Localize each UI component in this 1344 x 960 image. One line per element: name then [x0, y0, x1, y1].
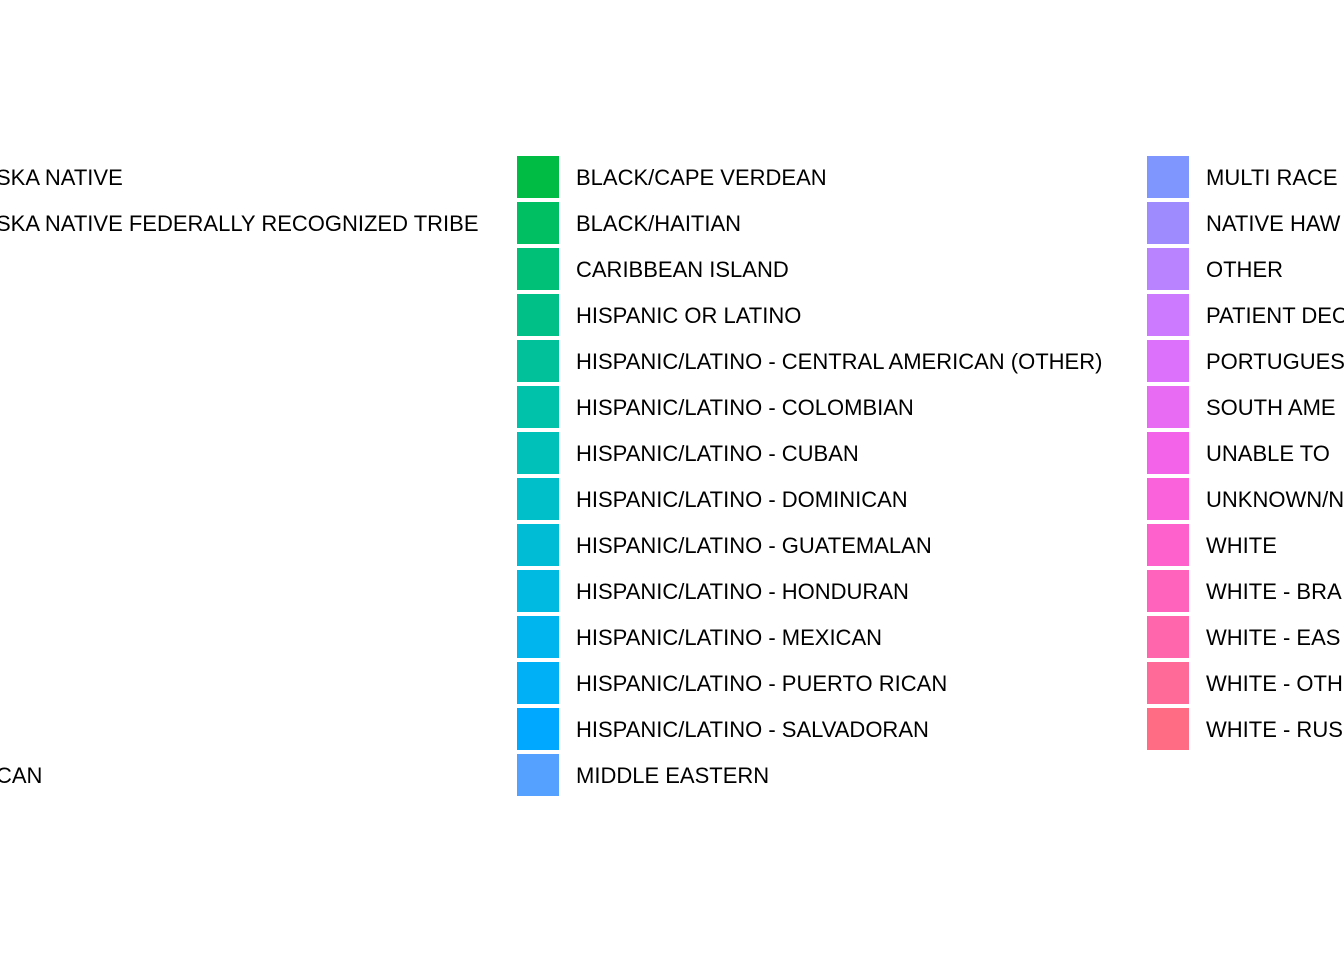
- legend-item: OTHER: [1147, 247, 1344, 293]
- legend-item: WHITE - RUS: [1147, 707, 1344, 753]
- legend-item: HISPANIC OR LATINO: [517, 293, 1344, 339]
- legend-label: UNKNOWN/N: [1206, 487, 1344, 512]
- legend-item: HISPANIC/LATINO - HONDURAN: [517, 569, 1344, 615]
- legend-label: UNABLE TO: [1206, 441, 1330, 466]
- legend-label: WHITE - OTH: [1206, 671, 1343, 696]
- legend-swatch: [517, 478, 559, 520]
- legend-item: PATIENT DEC: [1147, 293, 1344, 339]
- legend-label: OTHER: [1206, 257, 1283, 282]
- legend-item: CARIBBEAN ISLAND: [517, 247, 1344, 293]
- legend-item: MIDDLE EASTERN: [517, 753, 1344, 799]
- legend-swatch: [1147, 432, 1189, 474]
- legend-label: BLACK/CAPE VERDEAN: [576, 165, 827, 190]
- legend-label: HISPANIC/LATINO - DOMINICAN: [576, 487, 908, 512]
- legend-label: HISPANIC/LATINO - COLOMBIAN: [576, 395, 914, 420]
- legend-swatch: [1147, 386, 1189, 428]
- legend-swatch: [517, 340, 559, 382]
- legend-label: MULTI RACE: [1206, 165, 1338, 190]
- legend-item: HISPANIC/LATINO - SALVADORAN: [517, 707, 1344, 753]
- legend-item: WHITE - BRA: [1147, 569, 1344, 615]
- legend-item: [0, 707, 501, 753]
- legend-swatch: [517, 570, 559, 612]
- legend-item: BLACK/CAPE VERDEAN: [517, 155, 1344, 201]
- legend-label: SKA NATIVE FEDERALLY RECOGNIZED TRIBE: [0, 211, 479, 236]
- legend-label: CAN: [0, 763, 43, 788]
- legend-item: HISPANIC/LATINO - DOMINICAN: [517, 477, 1344, 523]
- legend-swatch: [1147, 202, 1189, 244]
- legend-item: HISPANIC/LATINO - GUATEMALAN: [517, 523, 1344, 569]
- legend-swatch: [1147, 616, 1189, 658]
- legend-item: CAN: [0, 753, 501, 799]
- legend-swatch: [1147, 524, 1189, 566]
- legend-label: HISPANIC/LATINO - PUERTO RICAN: [576, 671, 948, 696]
- legend-item: PORTUGUES: [1147, 339, 1344, 385]
- legend-swatch: [1147, 340, 1189, 382]
- legend-swatch: [517, 708, 559, 750]
- legend-item: [0, 431, 501, 477]
- legend-item: HISPANIC/LATINO - CENTRAL AMERICAN (OTHE…: [517, 339, 1344, 385]
- legend-swatch: [517, 294, 559, 336]
- legend-swatch: [1147, 478, 1189, 520]
- legend-swatch: [517, 386, 559, 428]
- legend-item: SKA NATIVE FEDERALLY RECOGNIZED TRIBE: [0, 201, 501, 247]
- legend-item: [0, 339, 501, 385]
- legend-swatch: [517, 662, 559, 704]
- legend-swatch: [517, 202, 559, 244]
- legend-item: HISPANIC/LATINO - PUERTO RICAN: [517, 661, 1344, 707]
- legend-item: UNABLE TO: [1147, 431, 1344, 477]
- legend-item: UNKNOWN/N: [1147, 477, 1344, 523]
- legend-item: [0, 385, 501, 431]
- legend-swatch: [517, 432, 559, 474]
- legend-label: HISPANIC/LATINO - CENTRAL AMERICAN (OTHE…: [576, 349, 1103, 374]
- legend-label: HISPANIC/LATINO - MEXICAN: [576, 625, 883, 650]
- legend-item: HISPANIC/LATINO - COLOMBIAN: [517, 385, 1344, 431]
- legend-label: PATIENT DEC: [1206, 303, 1344, 328]
- legend-swatch: [1147, 570, 1189, 612]
- legend-item: [0, 569, 501, 615]
- legend-item: WHITE - OTH: [1147, 661, 1344, 707]
- legend-item: [0, 247, 501, 293]
- legend-label: CARIBBEAN ISLAND: [576, 257, 789, 282]
- legend-label: HISPANIC OR LATINO: [576, 303, 802, 328]
- legend-swatch: [517, 616, 559, 658]
- legend-item: BLACK/HAITIAN: [517, 201, 1344, 247]
- legend-item: [0, 293, 501, 339]
- legend-label: WHITE - EAS: [1206, 625, 1341, 650]
- legend-label: PORTUGUES: [1206, 349, 1344, 374]
- legend-label: SKA NATIVE: [0, 165, 123, 190]
- legend-item: WHITE: [1147, 523, 1344, 569]
- legend-label: MIDDLE EASTERN: [576, 763, 770, 788]
- legend-swatch: [1147, 156, 1189, 198]
- legend-swatch: [517, 248, 559, 290]
- legend-swatch: [517, 754, 559, 796]
- legend-item: HISPANIC/LATINO - CUBAN: [517, 431, 1344, 477]
- legend-label: WHITE: [1206, 533, 1277, 558]
- legend-label: WHITE - RUS: [1206, 717, 1343, 742]
- legend-label: HISPANIC/LATINO - SALVADORAN: [576, 717, 929, 742]
- legend-swatch: [1147, 248, 1189, 290]
- legend-label: HISPANIC/LATINO - GUATEMALAN: [576, 533, 932, 558]
- legend-swatch: [517, 524, 559, 566]
- legend-label: HISPANIC/LATINO - HONDURAN: [576, 579, 909, 604]
- legend-item: MULTI RACE: [1147, 155, 1344, 201]
- legend-swatch: [517, 156, 559, 198]
- legend-label: BLACK/HAITIAN: [576, 211, 742, 236]
- legend-label: SOUTH AME: [1206, 395, 1336, 420]
- legend-item: WHITE - EAS: [1147, 615, 1344, 661]
- legend-label: NATIVE HAW: [1206, 211, 1341, 236]
- legend-swatch: [1147, 708, 1189, 750]
- legend-label: HISPANIC/LATINO - CUBAN: [576, 441, 859, 466]
- legend-item: [0, 615, 501, 661]
- legend-label: WHITE - BRA: [1206, 579, 1342, 604]
- legend-item: [0, 661, 501, 707]
- legend-item: [0, 477, 501, 523]
- legend-swatch: [1147, 294, 1189, 336]
- legend-item: [0, 523, 501, 569]
- legend-swatch: [1147, 662, 1189, 704]
- legend-item: SKA NATIVE: [0, 155, 501, 201]
- legend-item: HISPANIC/LATINO - MEXICAN: [517, 615, 1344, 661]
- legend-item: NATIVE HAW: [1147, 201, 1344, 247]
- legend-item: SOUTH AME: [1147, 385, 1344, 431]
